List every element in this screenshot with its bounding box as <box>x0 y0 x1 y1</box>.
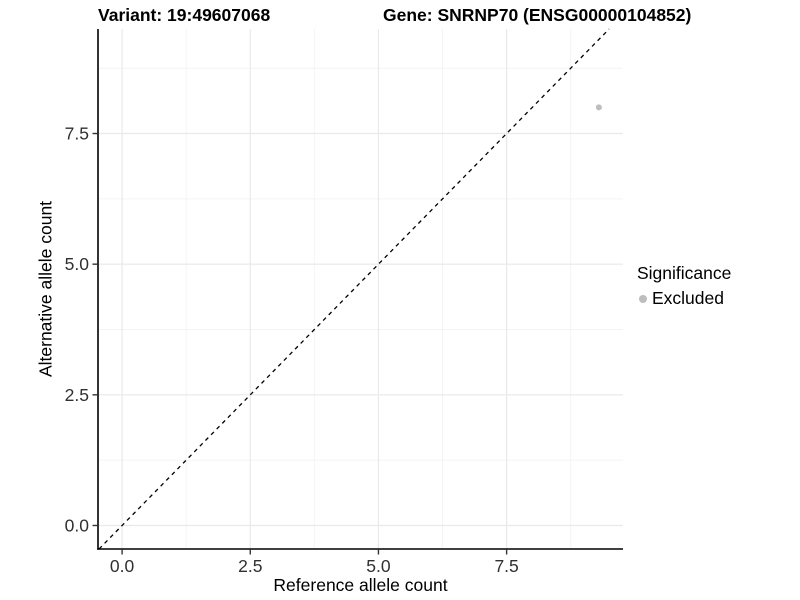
y-tick-label: 2.5 <box>65 385 89 405</box>
gene-title: Gene: SNRNP70 (ENSG00000104852) <box>383 5 692 25</box>
data-point <box>595 104 602 111</box>
y-tick-label: 0.0 <box>65 515 90 535</box>
x-tick-label: 2.5 <box>238 556 262 576</box>
x-tick-label: 7.5 <box>494 556 518 576</box>
y-tick-label: 5.0 <box>65 254 90 274</box>
x-tick-label: 5.0 <box>366 556 391 576</box>
y-axis-title: Alternative allele count <box>35 200 56 378</box>
legend-key-dot-icon <box>639 294 647 303</box>
legend-entry: Excluded <box>639 288 731 309</box>
legend-title: Significance <box>637 263 732 283</box>
legend-entry-label: Excluded <box>652 288 724 308</box>
y-tick-label: 7.5 <box>65 124 89 144</box>
x-axis-title: Reference allele count <box>273 575 448 595</box>
x-tick-label: 0.0 <box>110 556 135 576</box>
legend: Significance Excluded <box>637 263 731 309</box>
legend-entries: Excluded <box>637 288 731 309</box>
variant-title: Variant: 19:49607068 <box>98 5 271 25</box>
identity-line <box>98 28 610 550</box>
